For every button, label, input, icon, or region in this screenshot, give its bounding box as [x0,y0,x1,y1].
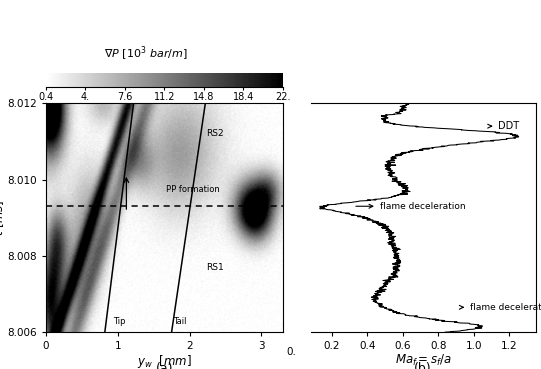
Text: Tail: Tail [174,317,187,326]
Text: RS1: RS1 [206,263,223,272]
X-axis label: $Ma_f = s_f/a$: $Ma_f = s_f/a$ [395,352,451,368]
X-axis label: $y_w\ \ [mm]$: $y_w\ \ [mm]$ [137,352,192,369]
Text: 0.: 0. [286,347,296,357]
Text: RS2: RS2 [206,129,223,138]
Text: DDT: DDT [487,121,519,131]
Text: flame deceleration: flame deceleration [459,303,541,312]
Text: (a): (a) [156,362,173,369]
Text: Tip: Tip [113,317,126,326]
Text: flame deceleration: flame deceleration [356,202,465,211]
Text: $\nabla P\ [10^3\ bar/m]$: $\nabla P\ [10^3\ bar/m]$ [103,45,187,63]
Text: (b): (b) [414,362,432,369]
Y-axis label: $t\ [ms]$: $t\ [ms]$ [0,200,6,236]
Text: PP formation: PP formation [166,184,220,194]
